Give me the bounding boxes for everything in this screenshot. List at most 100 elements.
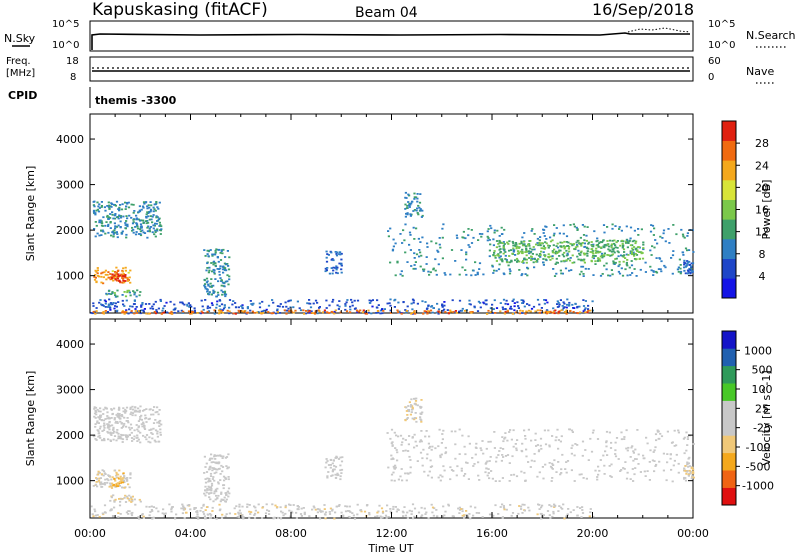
panel-1-echo-7: [583, 253, 586, 256]
panel-1-echo-6: [611, 227, 614, 230]
panel-2-echo-0: [144, 414, 147, 417]
panel-1-echo-10: [351, 304, 354, 307]
panel-1-echo-6: [443, 272, 446, 274]
panel-2-echo-0: [112, 432, 115, 434]
panel-2-echo-6: [574, 443, 577, 445]
panel-2-echo-3: [124, 494, 127, 497]
panel-1-echo-3: [135, 295, 138, 298]
panel-1-echo-7: [576, 239, 579, 242]
panel-2-echo-5: [332, 459, 335, 462]
panel-2-echo-6: [605, 440, 608, 443]
panel-1-echo-7: [579, 254, 582, 256]
panel-2-echo-6: [529, 466, 532, 468]
panel-2-echo-6: [565, 471, 568, 474]
panel-1-echo-7: [538, 239, 541, 242]
panel-1-echo-6: [419, 241, 422, 243]
panel-1-echo-0: [148, 227, 151, 230]
panel-2-echo-9: [447, 503, 450, 506]
panel-1-echo-7: [585, 246, 589, 249]
panel-2-echo-0: [151, 433, 154, 435]
panel-2-echo-0: [123, 416, 126, 419]
panel-1-echo-7: [533, 258, 536, 261]
panel-2-echo-9: [588, 515, 591, 518]
panel-1-echo-7: [576, 245, 579, 248]
panel-1-echo-6: [531, 228, 534, 230]
panel-2-echo-6: [606, 454, 609, 456]
panel-1-echo-7: [638, 258, 641, 260]
panel-2-echo-6: [551, 435, 554, 437]
panel-2-echo-6: [655, 463, 658, 466]
panel-1-echo-6: [478, 233, 482, 235]
panel-1-echo-8: [404, 196, 407, 199]
panel-1-echo-10: [111, 303, 114, 306]
panel-2-echo-6: [673, 429, 676, 432]
panel-1-echo-1: [127, 271, 130, 274]
panel-2-echo-6: [393, 431, 396, 434]
panel-2-echo-9: [558, 505, 561, 507]
panel-2-echo-9: [329, 507, 332, 510]
panel-2-echo-6: [549, 465, 553, 468]
panel-1-echo-6: [425, 263, 428, 265]
panel-1-echo-7: [641, 257, 645, 260]
panel-2-echo-6: [407, 472, 410, 475]
panel-2-colorbar-segment: [722, 452, 736, 471]
panel-1-echo-4: [223, 266, 226, 269]
panel-1-echo-0: [92, 204, 95, 206]
panel-2-echo-9: [510, 514, 513, 517]
panel-2-echo-9: [303, 511, 306, 514]
panel-2-colorbar-segment: [722, 383, 736, 401]
panel-1-echo-10: [99, 299, 102, 301]
panel-1-echo-4: [210, 262, 213, 264]
panel-1-colorbar-segment: [722, 258, 736, 279]
panel-1-echo-6: [490, 227, 493, 230]
panel-2-echo-6: [686, 438, 689, 440]
panel-1-echo-0: [136, 227, 140, 230]
panel-2-echo-9: [348, 510, 351, 512]
panel-2-echo-9: [93, 508, 96, 511]
panel-2-echo-6: [488, 460, 491, 462]
panel-2-echo-6: [493, 431, 496, 433]
panel-2-echo-6: [666, 461, 669, 464]
panel-2-echo-6: [501, 436, 504, 438]
panel-1-echo-7: [632, 246, 636, 248]
panel-1-echo-11: [557, 312, 560, 315]
panel-1-echo-6: [644, 271, 647, 273]
panel-2-echo-5: [326, 475, 329, 478]
panel-1-echo-11: [326, 311, 329, 314]
panel-1-echo-7: [524, 245, 527, 248]
panel-1-echo-6: [521, 236, 524, 239]
panel-2-echo-6: [439, 454, 442, 457]
panel-1-echo-7: [573, 248, 576, 250]
panel-2-echo-5: [327, 464, 331, 466]
panel-1-echo-6: [650, 224, 653, 226]
panel-2-echo-6: [614, 453, 617, 455]
panel-1-echo-6: [399, 273, 402, 276]
panel-1-echo-2: [111, 275, 114, 277]
panel-1-echo-6: [690, 267, 693, 270]
panel-2-colorbar-tick-label: -500: [746, 460, 771, 473]
panel-1-echo-6: [562, 232, 565, 235]
panel-2-echo-2: [122, 477, 125, 479]
panel-1-echo-10: [566, 303, 569, 306]
panel-1-echo-0: [151, 215, 154, 218]
panel-1-echo-0: [154, 203, 157, 206]
panel-1-echo-7: [503, 248, 506, 251]
panel-2-echo-9: [466, 515, 470, 518]
panel-2-echo-6: [413, 446, 416, 449]
panel-2-echo-9: [267, 510, 271, 512]
panel-1-echo-0: [127, 206, 131, 209]
panel-1-echo-1: [101, 271, 104, 274]
panel-2-echo-0: [128, 426, 131, 429]
panel-2-echo-9: [228, 512, 231, 515]
panel-2-colorbar-tick-label: 25: [755, 402, 769, 415]
panel-1-echo-0: [145, 215, 148, 218]
panel-1-echo-3: [133, 291, 136, 294]
panel-1-echo-6: [551, 250, 554, 252]
panel-1-echo-0: [106, 214, 109, 217]
panel-2-echo-4: [209, 472, 213, 475]
panel-2-echo-4: [210, 453, 213, 456]
panel-1-echo-10: [364, 310, 367, 313]
panel-1-echo-11: [206, 310, 209, 313]
panel-2-echo-6: [510, 474, 513, 476]
panel-1-echo-4: [214, 251, 217, 254]
